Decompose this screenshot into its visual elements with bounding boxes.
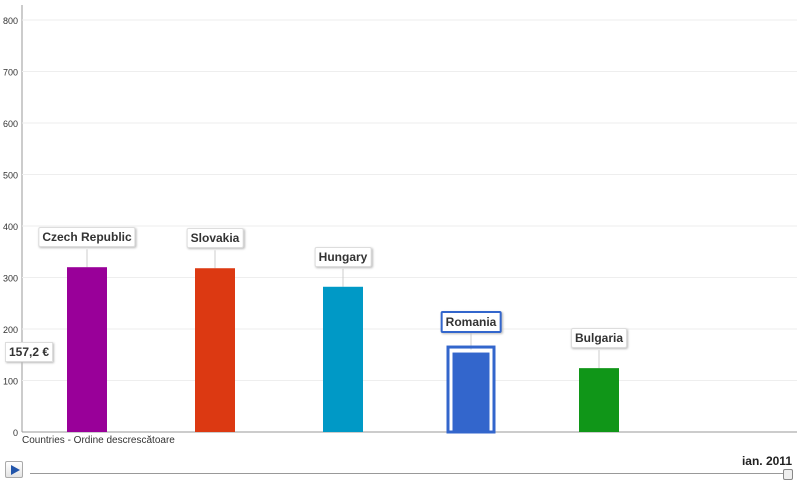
y-tick-label: 800 xyxy=(3,16,18,26)
selected-value-tag: 157,2 € xyxy=(5,342,54,362)
selection-outline xyxy=(446,345,496,434)
bar-label[interactable]: Romania xyxy=(440,311,502,334)
y-tick-label: 700 xyxy=(3,68,18,78)
y-tick-label: 200 xyxy=(3,325,18,335)
y-tick-label: 600 xyxy=(3,119,18,129)
y-tick-label: 500 xyxy=(3,171,18,181)
y-tick-label: 100 xyxy=(3,377,18,387)
play-button[interactable] xyxy=(5,461,23,478)
bar-slovakia[interactable] xyxy=(195,268,235,432)
time-label: ian. 2011 xyxy=(741,454,792,468)
bar-bulgaria[interactable] xyxy=(579,368,619,432)
y-tick-label: 300 xyxy=(3,274,18,284)
bar-label[interactable]: Slovakia xyxy=(186,228,244,249)
time-slider-handle[interactable] xyxy=(783,469,793,480)
bar-romania[interactable] xyxy=(449,349,493,434)
bar-czech-republic[interactable] xyxy=(67,267,107,432)
bar-label[interactable]: Bulgaria xyxy=(570,328,628,349)
bar-label[interactable]: Czech Republic xyxy=(38,227,136,248)
bar-hungary[interactable] xyxy=(323,286,363,432)
y-tick-label: 0 xyxy=(13,428,18,438)
time-slider-track[interactable] xyxy=(30,473,788,474)
y-tick-label: 400 xyxy=(3,222,18,232)
bar-label[interactable]: Hungary xyxy=(314,246,372,267)
x-axis-label[interactable]: Countries - Ordine descrescătoare xyxy=(22,435,175,446)
